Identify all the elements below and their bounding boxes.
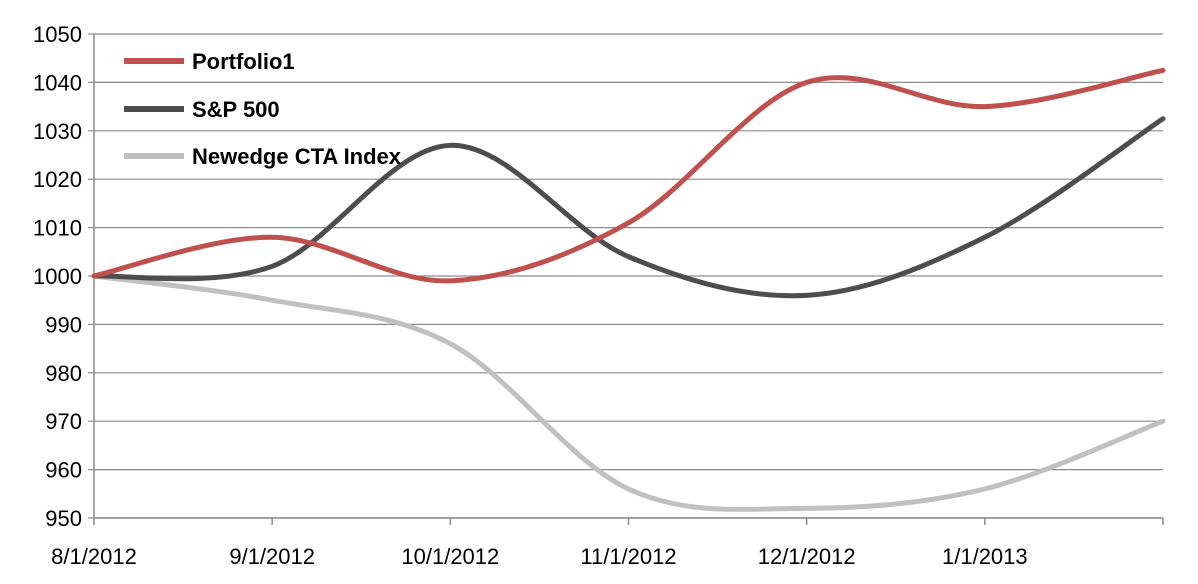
y-tick-label: 970 <box>45 409 82 434</box>
series-line-portfolio1 <box>91 67 1166 284</box>
y-tick-label: 1010 <box>33 216 82 241</box>
y-tick-label: 1030 <box>33 119 82 144</box>
legend: Portfolio1 S&P 500 Newedge CTA Index <box>124 49 402 169</box>
x-tick-label: 1/1/2013 <box>942 544 1028 569</box>
x-tick-label: 11/1/2012 <box>580 544 676 569</box>
grid-lines <box>94 33 1163 519</box>
series-lines <box>91 67 1166 512</box>
y-tick-label: 1020 <box>33 167 82 192</box>
y-tick-label: 990 <box>45 312 82 337</box>
legend-label: Newedge CTA Index <box>192 144 402 169</box>
y-tick-label: 980 <box>45 361 82 386</box>
x-tick-labels: 8/1/2012 9/1/2012 10/1/2012 11/1/2012 12/1/2… <box>51 544 1027 569</box>
x-tick-label: 8/1/2012 <box>51 544 137 569</box>
y-tick-label: 1050 <box>33 22 82 47</box>
series-line-newedge-cta-index <box>91 273 1166 512</box>
series-line-s-p-500 <box>91 116 1166 299</box>
legend-label: Portfolio1 <box>192 49 295 74</box>
y-tick-label: 1040 <box>33 70 82 95</box>
y-tick-labels: 950 960 970 980 990 1000 1010 1020 1030 1040 1050 <box>33 22 82 531</box>
axes <box>88 33 1164 525</box>
legend-label: S&P 500 <box>192 97 280 122</box>
y-tick-label: 960 <box>45 458 82 483</box>
y-tick-label: 1000 <box>33 264 82 289</box>
x-tick-label: 10/1/2012 <box>401 544 499 569</box>
x-tick-label: 9/1/2012 <box>229 544 315 569</box>
x-tick-label: 12/1/2012 <box>758 544 856 569</box>
y-tick-label: 950 <box>45 506 82 531</box>
